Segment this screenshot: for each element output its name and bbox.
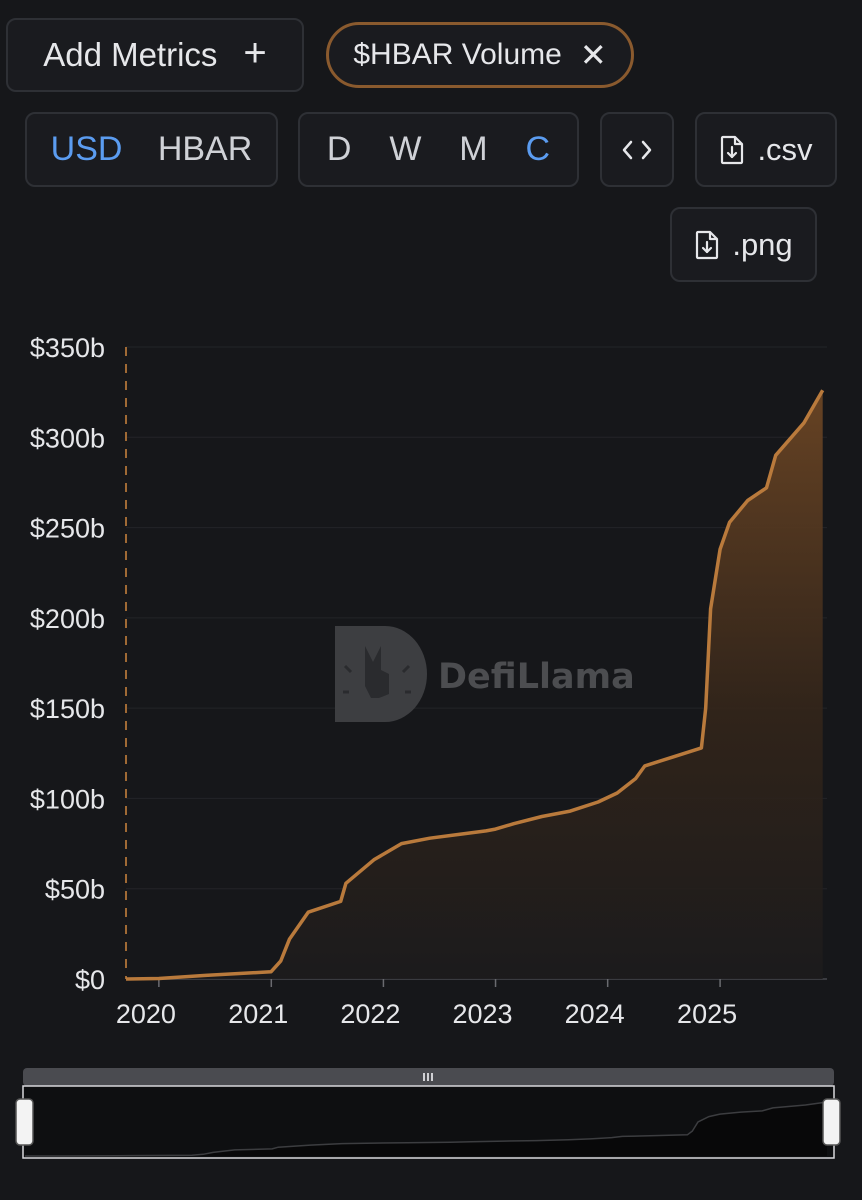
embed-button[interactable]: [600, 112, 674, 187]
add-metrics-label: Add Metrics: [43, 36, 218, 73]
csv-label: .csv: [757, 131, 813, 167]
metric-chip-label: $HBAR Volume: [353, 38, 562, 71]
y-tick-label: $300b: [30, 423, 105, 453]
code-brackets-icon: [622, 140, 652, 159]
y-tick-label: $100b: [30, 784, 105, 814]
y-tick-label: $350b: [30, 333, 105, 363]
y-tick-label: $0: [75, 965, 105, 995]
png-label: .png: [732, 226, 793, 262]
brush-mini-line: [25, 1101, 828, 1157]
currency-toggle-group: USD HBAR: [25, 112, 278, 187]
x-tick-label: 2024: [565, 999, 625, 1029]
download-csv-button[interactable]: .csv: [695, 112, 837, 187]
y-tick-label: $200b: [30, 604, 105, 634]
metric-chip[interactable]: $HBAR Volume ✕: [326, 22, 634, 88]
y-tick-label: $150b: [30, 694, 105, 724]
period-weekly[interactable]: W: [389, 130, 422, 168]
brush-grip-icon: [423, 1073, 433, 1081]
brush-handle-right[interactable]: [822, 1098, 841, 1146]
watermark-brand-text: DefiLlama: [438, 657, 635, 697]
y-tick-label: $50b: [45, 875, 105, 905]
x-tick-label: 2021: [228, 999, 288, 1029]
watermark: DefiLlama: [335, 626, 635, 722]
toggle-usd[interactable]: USD: [50, 130, 123, 168]
x-tick-label: 2020: [116, 999, 176, 1029]
period-daily[interactable]: D: [326, 130, 352, 168]
brush-mini-area: [25, 1102, 827, 1156]
add-metrics-button[interactable]: Add Metrics +: [6, 18, 304, 92]
file-download-icon: [696, 230, 719, 259]
brush-navigator[interactable]: [15, 1068, 841, 1159]
brush-handle-left[interactable]: [15, 1098, 34, 1146]
plus-icon: +: [243, 31, 267, 75]
series-line: [125, 389, 825, 981]
period-monthly[interactable]: M: [459, 130, 488, 168]
toggle-hbar[interactable]: HBAR: [157, 130, 253, 168]
x-tick-label: 2022: [340, 999, 400, 1029]
period-cumulative[interactable]: C: [525, 130, 551, 168]
period-toggle-group: D W M C: [298, 112, 579, 187]
download-png-button[interactable]: .png: [670, 207, 817, 282]
series-area-fill: [126, 390, 823, 979]
y-axis-labels: $0 $50b $100b $150b $200b $250b $300b $350b: [30, 333, 105, 995]
y-tick-label: $250b: [30, 514, 105, 544]
x-tick-label: 2025: [677, 999, 737, 1029]
file-download-icon: [721, 135, 744, 164]
x-axis-labels: 2020 2021 2022 2023 2024 2025: [116, 979, 737, 1029]
x-tick-label: 2023: [453, 999, 513, 1029]
close-icon[interactable]: ✕: [579, 37, 607, 73]
